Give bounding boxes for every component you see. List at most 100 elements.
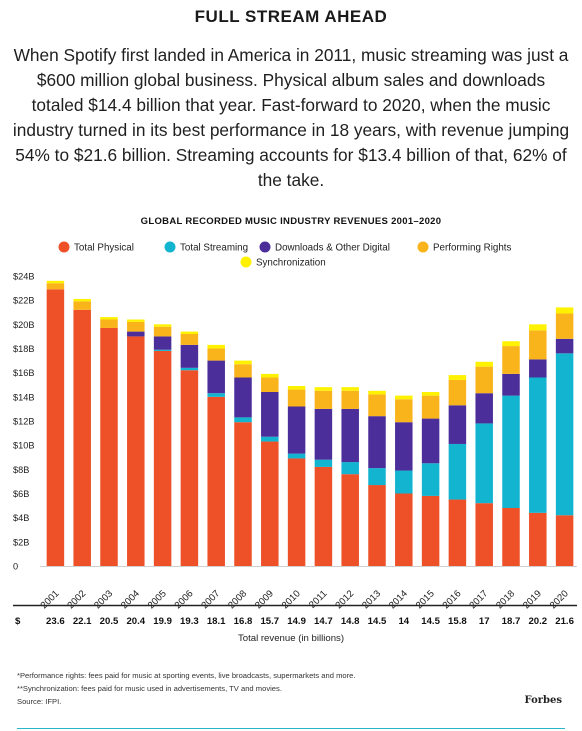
bottom-rule bbox=[17, 728, 565, 729]
bar-stack-2015 bbox=[421, 392, 440, 566]
bar-segment bbox=[395, 399, 413, 423]
bar-segment bbox=[448, 443, 467, 500]
bar-stack-2007 bbox=[207, 344, 225, 566]
legend: Total Physical Total Streaming Downloads &… bbox=[58, 241, 512, 269]
bar-segment bbox=[555, 313, 574, 339]
footnotes: *Performance rights: fees paid for music… bbox=[17, 669, 356, 708]
bar-segment bbox=[421, 392, 440, 396]
legend-swatch bbox=[259, 241, 271, 253]
bar-segment bbox=[153, 326, 172, 337]
bar-segment bbox=[555, 515, 574, 566]
bar-segment bbox=[395, 422, 413, 471]
y-tick-label: $12B bbox=[13, 417, 34, 427]
bar-stack-2002 bbox=[73, 298, 91, 566]
bar-segment bbox=[287, 385, 306, 390]
bar-segment bbox=[314, 390, 333, 409]
total-value: 14.5 bbox=[368, 616, 387, 627]
x-tick-label: 2019 bbox=[521, 588, 544, 611]
stacked-bar-chart: Total Physical Total Streaming Downloads &… bbox=[13, 241, 577, 644]
bar-segment bbox=[502, 508, 520, 566]
y-tick-label: $8B bbox=[13, 465, 29, 475]
y-tick-label: 0 bbox=[13, 562, 18, 572]
x-tick-label: 2020 bbox=[548, 588, 571, 611]
y-tick-label: $18B bbox=[13, 344, 34, 354]
x-tick-label: 2015 bbox=[414, 588, 437, 611]
currency-symbol: $ bbox=[15, 616, 21, 627]
total-value: 19.9 bbox=[153, 616, 172, 627]
total-value: 14.9 bbox=[287, 616, 306, 627]
bar-segment bbox=[529, 377, 547, 513]
footnote-synchronization: **Synchronization: fees paid for music u… bbox=[17, 684, 282, 693]
x-tick-label: 2001 bbox=[39, 588, 62, 611]
bar-segment bbox=[234, 360, 252, 365]
x-tick-label: 2009 bbox=[253, 588, 276, 611]
total-value: 14 bbox=[398, 616, 409, 627]
bar-segment bbox=[475, 423, 493, 504]
bar-segment bbox=[341, 474, 359, 566]
bar-segment bbox=[314, 459, 333, 467]
footnote-performance-rights: *Performance rights: fees paid for music… bbox=[17, 671, 356, 680]
bar-stack-2018 bbox=[502, 341, 520, 566]
bar-segment bbox=[475, 361, 493, 367]
bar-segment bbox=[100, 327, 118, 566]
bar-segment bbox=[475, 366, 493, 394]
bar-stack-2014 bbox=[395, 395, 413, 566]
y-tick-label: $4B bbox=[13, 513, 29, 523]
bar-segment bbox=[475, 503, 493, 566]
bar-segment bbox=[395, 493, 413, 566]
legend-label: Total Physical bbox=[74, 243, 134, 254]
bar-segment bbox=[234, 422, 252, 566]
y-tick-label: $2B bbox=[13, 537, 29, 547]
bar-segment bbox=[421, 395, 440, 419]
bar-segment bbox=[261, 441, 279, 566]
bar-segment bbox=[180, 334, 199, 345]
bar-segment bbox=[261, 436, 279, 442]
bar-segment bbox=[287, 389, 306, 407]
bar-segment bbox=[502, 346, 520, 374]
footnote-source: Source: IFPI. bbox=[17, 697, 62, 706]
bar-stack-2004 bbox=[127, 319, 145, 566]
bar-segment bbox=[73, 309, 91, 566]
total-value: 14.5 bbox=[421, 616, 440, 627]
bar-stack-2013 bbox=[368, 390, 386, 566]
bar-segment bbox=[261, 373, 279, 378]
bar-segment bbox=[341, 462, 359, 475]
bar-segment bbox=[261, 392, 279, 437]
bar-segment bbox=[395, 395, 413, 400]
bar-segment bbox=[261, 377, 279, 392]
total-value: 14.8 bbox=[341, 616, 360, 627]
brand-logo: Forbes bbox=[524, 695, 562, 706]
total-value: 20.5 bbox=[100, 616, 119, 627]
bar-segment bbox=[475, 393, 493, 424]
headline: FULL STREAM AHEAD bbox=[194, 7, 388, 26]
bar-segment bbox=[529, 359, 547, 378]
bar-stack-2012 bbox=[341, 387, 359, 566]
total-value: 15.8 bbox=[448, 616, 467, 627]
x-tick-label: 2002 bbox=[65, 588, 88, 611]
x-tick-label: 2013 bbox=[360, 588, 383, 611]
legend-item: Performing Rights bbox=[417, 241, 512, 254]
bar-segment bbox=[395, 470, 413, 494]
x-tick-label: 2010 bbox=[280, 588, 303, 611]
bar-segment bbox=[341, 390, 359, 409]
bar-segment bbox=[100, 317, 118, 320]
y-tick-label: $20B bbox=[13, 320, 34, 330]
x-tick-label: 2008 bbox=[226, 588, 249, 611]
y-axis: 0 $2B $4B $6B $8B $10B $12B $14B $16B $18B $20B $22… bbox=[13, 272, 34, 572]
bar-segment bbox=[127, 319, 145, 322]
bar-segment bbox=[368, 485, 386, 566]
total-value: 21.6 bbox=[555, 616, 574, 627]
bar-stack-2005 bbox=[153, 324, 172, 566]
bar-segment bbox=[153, 349, 172, 351]
x-tick-label: 2011 bbox=[307, 588, 329, 610]
total-value: 20.2 bbox=[528, 616, 547, 627]
bar-stack-2006 bbox=[180, 331, 199, 566]
legend-label: Performing Rights bbox=[433, 243, 512, 254]
legend-item: Synchronization bbox=[240, 256, 326, 269]
bar-segment bbox=[207, 344, 225, 349]
x-tick-label: 2005 bbox=[146, 588, 169, 611]
bar-segment bbox=[180, 344, 199, 368]
x-tick-label: 2012 bbox=[333, 588, 356, 611]
bar-segment bbox=[421, 495, 440, 566]
total-value: 19.3 bbox=[180, 616, 199, 627]
